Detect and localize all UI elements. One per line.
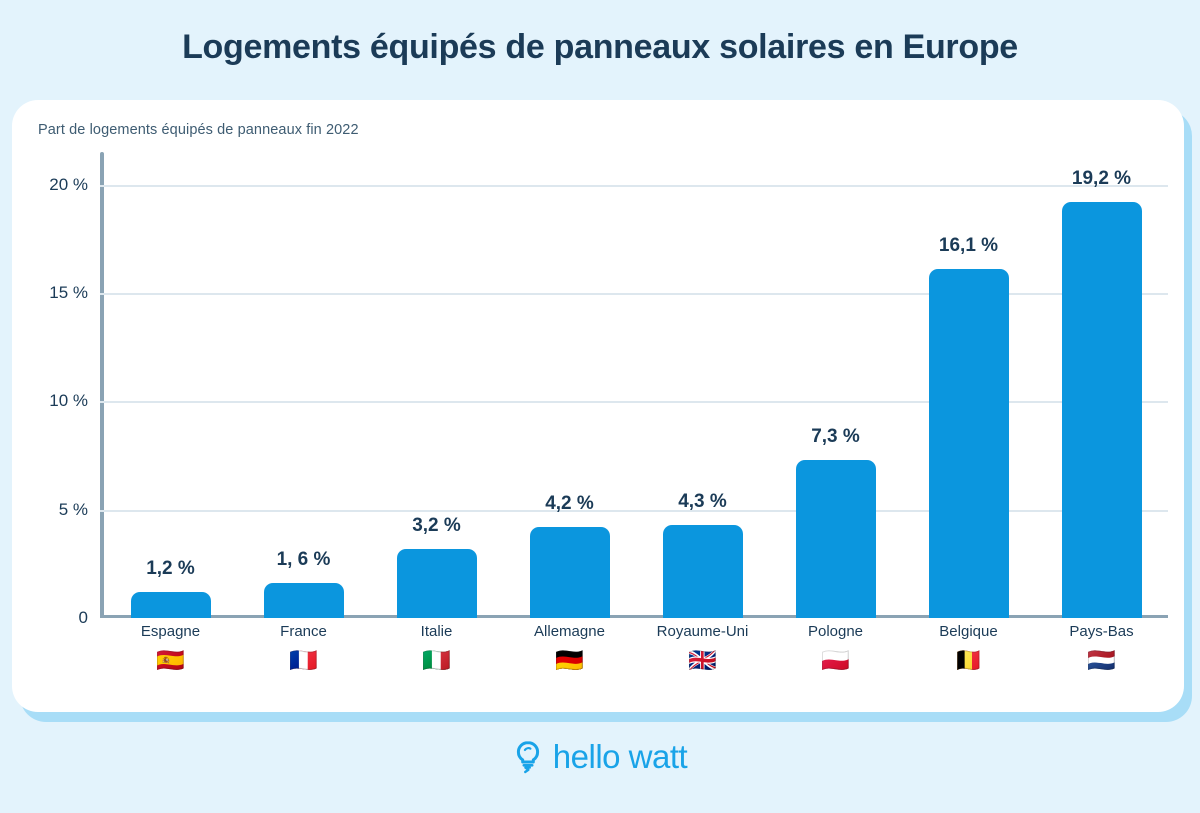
x-axis-category: Pologne 🇵🇱 (769, 622, 902, 674)
x-axis-category-label: Espagne (140, 623, 201, 640)
bar-group: 4,3 % (636, 152, 769, 618)
bar-value-label: 1,2 % (146, 558, 195, 579)
x-axis-category: France 🇫🇷 (237, 622, 370, 674)
y-axis-tick-label: 20 % (49, 174, 88, 194)
bar-value-label: 1, 6 % (276, 549, 331, 571)
chart-subtitle: Part de logements équipés de panneaux fi… (38, 122, 359, 138)
bar-group: 1, 6 % (237, 152, 370, 618)
bar-value-label: 16,1 % (938, 235, 999, 257)
x-axis-category: Belgique 🇧🇪 (902, 622, 1035, 674)
x-axis-category: Royaume-Uni 🇬🇧 (636, 622, 769, 674)
x-axis-line (100, 615, 1168, 618)
bar-value-label: 7,3 % (811, 425, 860, 447)
x-axis-category-label: Pologne (807, 623, 864, 640)
bar-series: 1,2 % 1, 6 % 3,2 % 4,2 % 4,3 % 7,3 % 16,1 % 19,… (104, 152, 1168, 618)
x-axis-category-label: Royaume-Uni (656, 623, 749, 640)
y-axis-line (100, 152, 104, 618)
plot-area: 0 5 % 10 % 15 % 20 % 1,2 % 1, 6 % 3,2 % 4,2 % 4,… (49, 152, 1168, 627)
x-axis-category-label: France (280, 623, 327, 640)
flag-spain-icon: 🇪🇸 (156, 648, 185, 674)
gridline (100, 184, 1168, 187)
lightbulb-icon (513, 740, 543, 774)
x-axis-category: Espagne 🇪🇸 (104, 622, 237, 674)
logo-text: hello watt (552, 738, 688, 775)
flag-poland-icon: 🇵🇱 (821, 648, 850, 674)
bar[interactable] (928, 269, 1009, 618)
gridline (100, 401, 1168, 404)
y-axis-tick-label: 10 % (49, 391, 88, 411)
bar[interactable] (795, 459, 876, 618)
flag-italy-icon: 🇮🇹 (422, 648, 451, 674)
bar-group: 7,3 % (769, 152, 902, 618)
bar-group: 4,2 % (503, 152, 636, 618)
x-axis-category: Allemagne 🇩🇪 (503, 622, 636, 674)
gridline (100, 509, 1168, 512)
x-axis-category: Pays-Bas 🇳🇱 (1035, 622, 1168, 674)
bar-value-label: 19,2 % (1071, 167, 1132, 189)
page-title: Logements équipés de panneaux solaires e… (182, 28, 1018, 66)
bar-value-label: 4,2 % (545, 492, 594, 514)
flag-germany-icon: 🇩🇪 (555, 648, 584, 674)
y-axis-tick-label: 0 (78, 608, 88, 627)
bar[interactable] (662, 524, 743, 618)
bar[interactable] (1061, 201, 1142, 618)
x-axis-category-label: Belgique (939, 623, 998, 640)
bar[interactable] (529, 526, 610, 618)
y-axis-tick-label: 5 % (58, 499, 88, 519)
x-axis-categories: Espagne 🇪🇸 France 🇫🇷 Italie 🇮🇹 Allemagne 🇩🇪 Roya… (104, 622, 1168, 702)
bar[interactable] (130, 592, 211, 618)
chart-card: Part de logements équipés de panneaux fi… (12, 100, 1184, 712)
y-axis-tick-label: 15 % (49, 282, 88, 302)
footer-logo: hello watt (0, 740, 1200, 774)
flag-france-icon: 🇫🇷 (289, 648, 318, 674)
flag-netherlands-icon: 🇳🇱 (1087, 648, 1116, 674)
bar-group: 16,1 % (902, 152, 1035, 618)
bar-group: 19,2 % (1035, 152, 1168, 618)
x-axis-category: Italie 🇮🇹 (370, 622, 503, 674)
bar-group: 1,2 % (104, 152, 237, 618)
bar-value-label: 4,3 % (678, 490, 727, 512)
bar-group: 3,2 % (370, 152, 503, 618)
x-axis-category-label: Italie (420, 623, 453, 640)
bar[interactable] (263, 583, 344, 618)
bar[interactable] (396, 548, 477, 618)
flag-belgium-icon: 🇧🇪 (954, 648, 983, 674)
flag-united-kingdom-icon: 🇬🇧 (688, 648, 717, 674)
bar-value-label: 3,2 % (412, 514, 461, 536)
x-axis-category-label: Pays-Bas (1069, 623, 1134, 640)
x-axis-category-label: Allemagne (534, 623, 605, 640)
gridline (100, 292, 1168, 295)
